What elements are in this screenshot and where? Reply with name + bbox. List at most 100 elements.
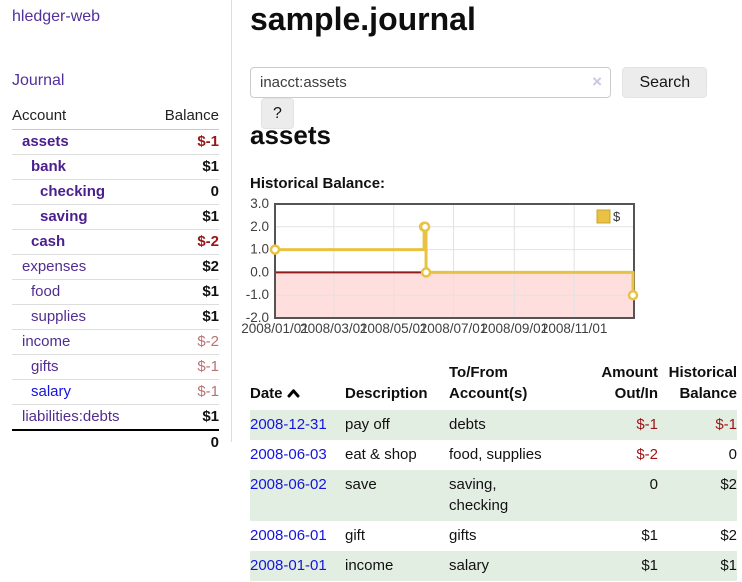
- account-balance: $1: [149, 404, 219, 431]
- account-row: liabilities:debts $1: [12, 404, 219, 431]
- transaction-amount: 0: [582, 470, 658, 521]
- svg-text:-2.0: -2.0: [246, 310, 269, 325]
- account-row: bank $1: [12, 154, 219, 180]
- accounts-table-body: assets $-1 bank $1 checking 0 saving $1 cash $-2 e…: [12, 129, 219, 455]
- main-content: sample.journal × Search ? assets Histori…: [241, 0, 737, 581]
- account-link[interactable]: food: [31, 283, 61, 300]
- account-link[interactable]: cash: [31, 233, 66, 250]
- account-row: saving $1: [12, 204, 219, 230]
- svg-text:2008/09/01: 2008/09/01: [481, 321, 549, 336]
- account-link[interactable]: gifts: [31, 358, 59, 375]
- account-row: checking 0: [12, 179, 219, 205]
- account-balance: $-1: [149, 354, 219, 380]
- svg-text:-1.0: -1.0: [246, 287, 269, 302]
- account-balance: $-1: [149, 379, 219, 405]
- account-balance: $-1: [149, 129, 219, 155]
- help-button[interactable]: ?: [261, 98, 294, 129]
- account-link[interactable]: checking: [40, 183, 106, 200]
- account-balance: 0: [149, 179, 219, 205]
- sidebar: hledger-web Journal Account Balance asse…: [0, 0, 232, 455]
- transaction-accounts: saving, checking: [449, 470, 582, 521]
- search-button[interactable]: Search: [622, 67, 708, 98]
- svg-text:1.0: 1.0: [250, 242, 269, 257]
- transaction-description: gift: [345, 527, 366, 544]
- transaction-amount: $1: [641, 527, 658, 544]
- account-row: income $-2: [12, 329, 219, 355]
- transaction-historical-balance: $2: [720, 527, 737, 544]
- register-table-body: 2008-12-31 pay off debts $-1 $-1 2008-06-03 ea…: [250, 410, 737, 581]
- svg-text:2.0: 2.0: [250, 219, 269, 234]
- register-table: Date Description To/From Account(s) Amou…: [250, 360, 737, 581]
- transaction-date-link[interactable]: 2008-06-01: [250, 527, 327, 544]
- transaction-description: save: [345, 470, 449, 521]
- transaction-description: income: [345, 551, 449, 581]
- transaction-date-link[interactable]: 2008-01-01: [250, 557, 327, 574]
- transaction-historical-balance: $2: [658, 470, 737, 521]
- transaction-historical-balance: $-1: [658, 410, 737, 440]
- account-row: salary $-1: [12, 379, 219, 405]
- account-balance: $1: [149, 204, 219, 230]
- transaction-accounts: debts: [449, 410, 582, 440]
- register-row: 2008-06-02 save saving, checking 0 $2: [250, 470, 737, 521]
- register-row: 2008-06-01 gift gifts $1 $2: [250, 521, 737, 551]
- svg-text:2008/03/01: 2008/03/01: [300, 321, 368, 336]
- svg-text:3.0: 3.0: [250, 198, 269, 211]
- accounts-total-row: 0: [12, 429, 219, 455]
- account-row: gifts $-1: [12, 354, 219, 380]
- search-input[interactable]: [250, 67, 611, 98]
- account-heading: assets: [250, 120, 331, 150]
- account-row: assets $-1: [12, 129, 219, 155]
- account-link[interactable]: salary: [31, 383, 72, 400]
- account-row: food $1: [12, 279, 219, 305]
- transaction-description: pay off: [345, 410, 449, 440]
- app-title-link[interactable]: hledger-web: [12, 8, 101, 25]
- accounts-col-balance: Balance: [149, 104, 219, 130]
- accounts-total-value: 0: [149, 429, 219, 455]
- account-row: cash $-2: [12, 229, 219, 255]
- historical-balance-chart[interactable]: $3.0 2.0 1.0 0.0 -1.0 -2.0 2008/01/01 2008/03/0…: [241, 196, 671, 344]
- account-row: supplies $1: [12, 304, 219, 330]
- account-balance: $1: [149, 279, 219, 305]
- svg-text:2008/05/01: 2008/05/01: [360, 321, 428, 336]
- register-header-row: Date Description To/From Account(s) Amou…: [250, 360, 737, 410]
- account-link[interactable]: saving: [40, 208, 88, 225]
- account-link[interactable]: bank: [31, 158, 67, 175]
- account-link[interactable]: expenses: [22, 258, 87, 275]
- account-balance: $-2: [149, 329, 219, 355]
- transaction-historical-balance: $1: [658, 551, 737, 581]
- transaction-date-link[interactable]: 2008-06-03: [250, 446, 327, 463]
- svg-text:2008/01/01: 2008/01/01: [241, 321, 309, 336]
- svg-text:2008/07/01: 2008/07/01: [420, 321, 488, 336]
- sort-ascending-icon: [287, 389, 300, 398]
- transaction-date-link[interactable]: 2008-06-02: [250, 476, 327, 493]
- account-balance: $1: [149, 154, 219, 180]
- register-row: 2008-06-03 eat & shop food, supplies $-2 0: [250, 440, 737, 470]
- account-balance: $-2: [149, 229, 219, 255]
- chart-svg: $3.0 2.0 1.0 0.0 -1.0 -2.02008/01/012008/03/0…: [241, 196, 639, 336]
- sidebar-item-journal[interactable]: Journal: [12, 72, 65, 89]
- transaction-description: eat & shop: [345, 446, 417, 463]
- svg-text:$: $: [613, 209, 621, 224]
- account-link[interactable]: assets: [22, 133, 69, 150]
- chart-title: Historical Balance:: [250, 175, 386, 192]
- register-row: 2008-12-31 pay off debts $-1 $-1: [250, 410, 737, 440]
- transaction-date-link[interactable]: 2008-12-31: [250, 416, 327, 433]
- account-row: expenses $2: [12, 254, 219, 280]
- col-header-description: Description: [345, 385, 428, 402]
- transaction-accounts: gifts: [449, 527, 477, 544]
- account-link[interactable]: liabilities:debts: [22, 408, 120, 425]
- account-balance: $1: [149, 304, 219, 330]
- account-link[interactable]: supplies: [31, 308, 87, 325]
- clear-search-icon[interactable]: ×: [592, 72, 602, 91]
- register-row: 2008-01-01 income salary $1 $1: [250, 551, 737, 581]
- accounts-header-row: Account Balance: [12, 104, 219, 130]
- transaction-accounts: salary: [449, 551, 582, 581]
- transaction-amount: $-2: [636, 446, 658, 463]
- col-header-date[interactable]: Date: [250, 360, 345, 410]
- account-link[interactable]: income: [22, 333, 71, 350]
- accounts-col-account: Account: [12, 104, 150, 130]
- accounts-table: Account Balance assets $-1 bank $1 checking 0…: [12, 104, 219, 455]
- svg-text:0.0: 0.0: [250, 264, 269, 279]
- account-balance: $2: [149, 254, 219, 280]
- col-header-historical: Historical Balance: [668, 364, 737, 402]
